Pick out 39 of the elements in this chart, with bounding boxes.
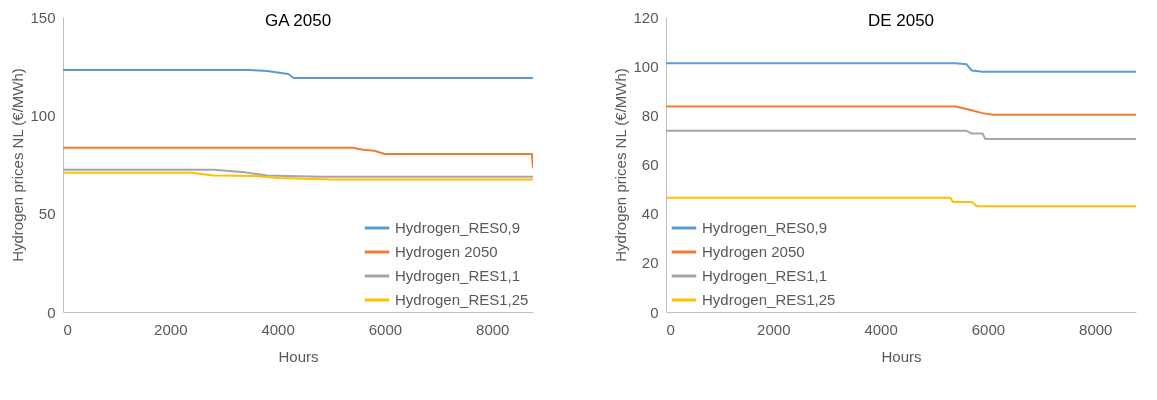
y-tick-label: 40 <box>641 205 659 223</box>
x-axis-title: Hours <box>278 347 319 365</box>
legend-label: Hydrogen_RES0,9 <box>702 219 828 236</box>
x-tick-label: 2000 <box>757 320 791 338</box>
chart-title: GA 2050 <box>264 11 332 30</box>
x-tick-label: 4000 <box>864 320 898 338</box>
legend-label: Hydrogen_RES1,25 <box>395 291 529 308</box>
legend-label: Hydrogen 2050 <box>395 243 498 260</box>
y-tick-label: 150 <box>30 8 56 26</box>
y-axis-title: Hydrogen prices NL (€/MWh) <box>9 68 27 262</box>
y-tick-label: 100 <box>30 106 56 124</box>
legend-label: Hydrogen_RES1,1 <box>395 267 521 284</box>
y-tick-label: 50 <box>38 205 56 223</box>
x-tick-label: 2000 <box>154 320 188 338</box>
x-axis-title: Hours <box>881 347 922 365</box>
y-tick-label: 0 <box>650 303 659 321</box>
legend-label: Hydrogen_RES1,25 <box>702 291 836 308</box>
legend-label: Hydrogen_RES0,9 <box>395 219 521 236</box>
x-tick-label: 6000 <box>971 320 1006 338</box>
y-axis-title: Hydrogen prices NL (€/MWh) <box>612 68 630 262</box>
line-series <box>666 62 1136 73</box>
line-series <box>666 105 1136 116</box>
x-tick-label: 8000 <box>476 320 510 338</box>
y-tick-label: 0 <box>47 303 56 321</box>
x-tick-label: 0 <box>63 320 72 338</box>
chart-title: DE 2050 <box>867 11 935 30</box>
y-tick-label: 80 <box>641 106 659 124</box>
y-tick-label: 100 <box>633 57 659 75</box>
x-tick-label: 4000 <box>261 320 295 338</box>
x-tick-label: 6000 <box>368 320 403 338</box>
legend-label: Hydrogen 2050 <box>702 243 805 260</box>
y-tick-label: 60 <box>641 156 659 173</box>
y-tick-label: 20 <box>641 254 659 272</box>
line-series <box>63 146 533 170</box>
x-tick-label: 0 <box>666 320 675 338</box>
x-tick-label: 8000 <box>1079 320 1113 338</box>
legend-label: Hydrogen_RES1,1 <box>702 267 828 284</box>
y-tick-label: 120 <box>633 8 659 26</box>
line-series <box>63 69 533 79</box>
